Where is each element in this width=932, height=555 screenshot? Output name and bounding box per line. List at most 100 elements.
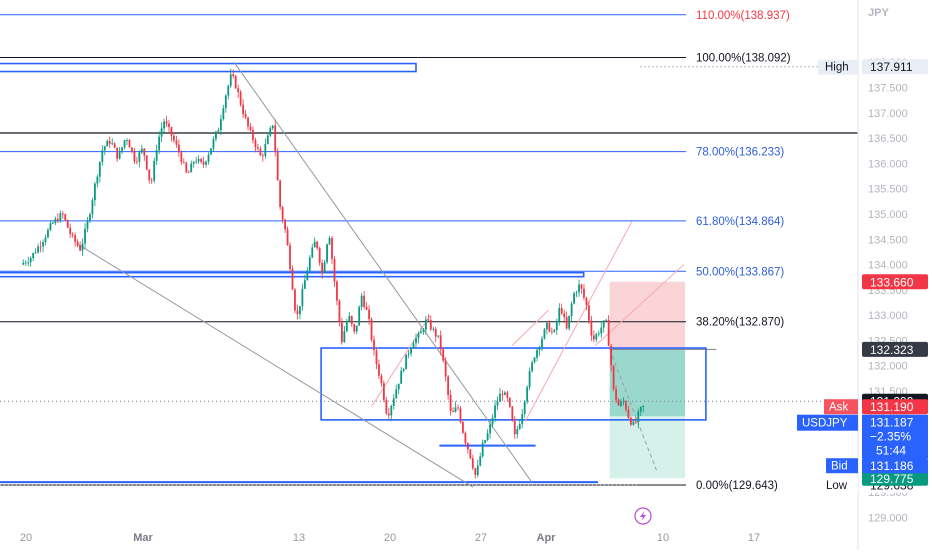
price-tick-label: 135.000 (868, 209, 908, 221)
candle-body (625, 401, 627, 410)
candle-body (24, 262, 27, 264)
candle-body (185, 162, 188, 173)
candle-body (98, 161, 101, 177)
candle-body (516, 429, 519, 435)
candle-body (22, 262, 25, 265)
time-tick-label: 20 (384, 532, 396, 544)
candle-body (281, 207, 284, 220)
candle-body (59, 213, 62, 222)
candle-body (508, 397, 511, 407)
candle-body (521, 413, 524, 425)
candle-body (101, 150, 104, 162)
candle-body (321, 262, 324, 274)
candle-body (239, 91, 242, 105)
candle-body (71, 234, 74, 236)
candle-body (215, 131, 217, 140)
candle-body (546, 322, 548, 330)
candle-body (229, 74, 232, 86)
candle-body (620, 402, 622, 406)
candle-body (541, 338, 543, 347)
candle-body (219, 119, 222, 130)
candle-body (37, 246, 39, 253)
price-tick-label: 136.000 (868, 158, 908, 170)
candle-body (395, 389, 398, 399)
candle-body (333, 258, 336, 282)
candle-body (415, 337, 417, 344)
candle-body (560, 308, 563, 314)
take-profit-zone-lower (609, 416, 686, 479)
candle-body (363, 295, 366, 307)
candle-body (341, 321, 343, 343)
candle-body (457, 407, 459, 409)
candle-body (103, 146, 106, 151)
candle-body (108, 140, 111, 144)
candle-body (128, 139, 131, 148)
time-tick-label: Mar (133, 532, 153, 544)
price-tick-label: 129.000 (868, 513, 908, 525)
symbol-tag-bg (797, 414, 858, 431)
candle-body (69, 227, 72, 235)
candle-body (449, 394, 452, 411)
candle-body (81, 243, 84, 251)
fib-label-4: 50.00%(133.867) (696, 266, 784, 278)
bid-label: Bid (831, 461, 848, 473)
candle-body (177, 144, 180, 153)
candle-body (538, 346, 541, 350)
candle-body (264, 143, 267, 157)
candle-body (511, 406, 514, 421)
candle-body (49, 223, 52, 230)
candlestick-series (22, 68, 645, 479)
candle-body (612, 365, 615, 390)
candle-body (637, 411, 640, 423)
candle-body (111, 143, 114, 145)
candle-body (563, 313, 566, 318)
candle-body (328, 237, 331, 245)
channel-line-lower (524, 221, 633, 422)
candle-body (150, 179, 153, 181)
candle-body (531, 362, 533, 371)
position-zones (609, 281, 717, 479)
candle-body (543, 329, 546, 339)
candle-body (536, 349, 538, 358)
candle-body (301, 288, 304, 307)
candle-body (627, 409, 630, 418)
fib-label-6: 0.00%(129.643) (696, 480, 778, 492)
candle-body (42, 242, 44, 247)
candle-body (476, 465, 479, 475)
candle-body (135, 161, 138, 163)
candle-body (607, 319, 610, 346)
bid-value-bg (862, 458, 928, 474)
candle-body (501, 393, 504, 395)
candle-body (234, 76, 237, 89)
candle-body (197, 158, 200, 162)
price-tick-label: 132.000 (868, 361, 908, 373)
price-tick-label: 134.000 (868, 260, 908, 272)
candle-body (592, 335, 595, 340)
candle-body (160, 128, 163, 137)
candle-body (429, 319, 432, 330)
candle-body (257, 147, 259, 149)
candle-body (84, 228, 86, 244)
candle-body (634, 421, 637, 423)
time-tick-label: 27 (475, 532, 487, 544)
candle-body (617, 399, 620, 406)
candle-body (484, 440, 487, 443)
candle-body (145, 155, 148, 170)
candle-body (615, 389, 617, 400)
candle-body (489, 424, 491, 434)
candle-body (175, 140, 178, 145)
candle-body (274, 125, 277, 152)
candle-body (123, 140, 126, 148)
candle-body (595, 334, 598, 340)
candle-body (400, 370, 403, 384)
channel-line-upper (595, 264, 685, 346)
price-tick-label: 135.500 (868, 184, 908, 196)
candle-body (39, 246, 42, 248)
candle-body (392, 398, 395, 406)
channel-line-small (511, 309, 549, 346)
candle-body (407, 353, 410, 355)
candle-body (382, 383, 385, 401)
price-badge-entry: 132.323 (870, 343, 914, 357)
